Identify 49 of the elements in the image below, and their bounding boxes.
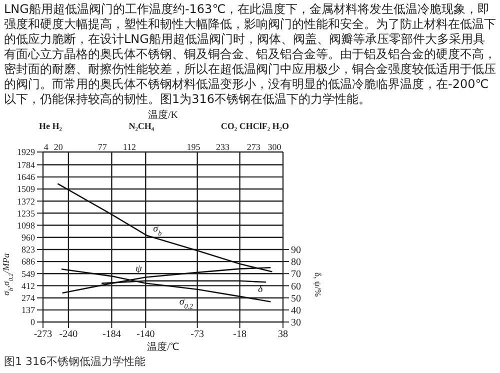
y-tick-label: 686 — [22, 256, 36, 267]
y2-tick-label: 50 — [291, 293, 301, 304]
y2-tick-label: 60 — [291, 281, 301, 292]
series-label: σ$_{0.2}$ — [179, 296, 194, 310]
y-tick-label: 1098 — [17, 220, 36, 230]
x2-tick-label: 4 — [44, 142, 49, 152]
y-tick-label: 1235 — [17, 208, 36, 218]
x-tick-label: -273 — [34, 329, 52, 340]
x-tick-label: 38 — [278, 329, 288, 340]
text: CO₂ CHClF₂ H₂O — [220, 121, 289, 131]
y2-tick-label: 30 — [291, 318, 301, 329]
text: He H₂ — [39, 121, 62, 131]
y2-axis-title: δ, ψ/% — [313, 272, 323, 298]
y2-tick-label: 70 — [291, 269, 301, 280]
text: LNG船用超低温阀门的工作温度约-163℃，在此温度下，金属材料将发生低温冷脆现象，即强度和硬度大幅提高，塑性和韧性大幅降低，影响阀门的性能和安全。为了防止材料在低温下的低应力脆断，在设计LNG船用超低温阀门时，阀体、阀盖、阀瓣等承压零部件大多采用具有面心立方晶格的奥氏体不锈钢、铜及铜合金、铝及铝合金等。由于铝及铝合金的硬度不高，密封面的耐磨、耐擦伤性能较差，所以在超低温阀门中应用极少，铜合金强度较低适用于低压的阀门。而常用的奥氏体不锈钢材料低温变形小，没有明显的低温冷脆临界温度，在-200℃以下，仍能保持较高的韧性。图1为316不锈钢在低温下的力学性能。 — [4, 2, 496, 107]
y-tick-label: 1509 — [17, 184, 36, 194]
y-tick-label: 1929 — [17, 147, 36, 158]
x2-tick-label: 20 — [54, 142, 64, 152]
y-tick-label: 549 — [22, 268, 36, 279]
y2-tick-label: 40 — [291, 305, 301, 316]
x2-tick-label: 77 — [98, 142, 108, 152]
y2-tick-label: 80 — [291, 257, 301, 268]
x-tick-label: -18 — [233, 329, 246, 340]
y-tick-label: 1784 — [17, 160, 36, 170]
y-tick-label: 823 — [22, 244, 36, 255]
x2-axis-title: 温度/K — [147, 108, 179, 122]
y-tick-label: 1646 — [17, 172, 36, 182]
x-tick-label: -73 — [190, 329, 204, 340]
y-tick-label: 137 — [22, 305, 36, 316]
series-label: δ — [258, 284, 264, 296]
x2-tick-label: 300 — [268, 142, 282, 152]
y-tick-label: 0 — [30, 317, 36, 328]
x2-tick-label: 273 — [246, 142, 261, 152]
x-tick-label: -140 — [136, 329, 155, 340]
x2-tick-label: 112 — [122, 142, 136, 152]
series-label: ψ — [136, 263, 143, 274]
y-tick-label: 274 — [22, 293, 36, 304]
x-tick-label: -184 — [102, 329, 121, 340]
y-tick-label: 412 — [22, 280, 35, 291]
x2-tick-label: 233 — [216, 142, 230, 152]
y2-tick-label: 90 — [291, 245, 301, 256]
series-label: σ$_{b}$ — [153, 224, 162, 238]
y-tick-label: 1372 — [17, 196, 35, 206]
y-tick-label: 960 — [22, 232, 36, 243]
text: N₂CH₄ — [128, 121, 154, 131]
x2-tick-label: 195 — [186, 142, 201, 152]
x-axis-title: 温度/℃ — [147, 341, 179, 353]
text: 图1 316不锈钢低温力学性能 — [4, 354, 146, 369]
x-tick-label: -240 — [59, 329, 78, 340]
